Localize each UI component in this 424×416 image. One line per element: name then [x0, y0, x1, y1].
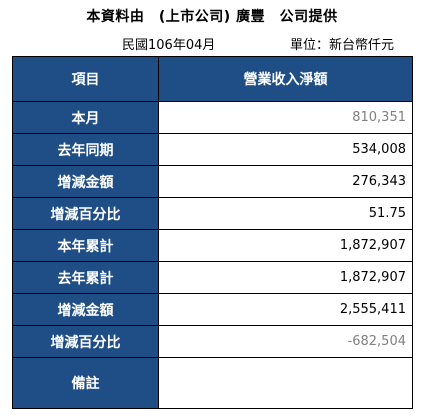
- row-label: 增減百分比: [12, 197, 159, 230]
- table-header-row: 項目 營業收入淨額: [12, 56, 413, 102]
- row-value: -682,504: [158, 325, 413, 358]
- table-row-remarks: 備註: [12, 357, 413, 409]
- report-period: 民國106年04月: [122, 38, 216, 53]
- row-value: 1,872,907: [158, 229, 413, 262]
- row-value: 2,555,411: [158, 293, 413, 326]
- row-label: 本月: [12, 101, 159, 134]
- currency-unit: 單位：新台幣仟元: [290, 38, 395, 53]
- row-value: 810,351: [158, 101, 413, 134]
- report-title: 本資料由 (上市公司) 廣豐 公司提供: [86, 9, 338, 25]
- row-label: 增減金額: [12, 165, 159, 198]
- row-label: 去年累計: [12, 261, 159, 294]
- row-label: 增減金額: [12, 293, 159, 326]
- remarks-label: 備註: [12, 357, 159, 409]
- table-row: 去年累計 1,872,907: [12, 261, 413, 294]
- table-row: 增減百分比 -682,504: [12, 325, 413, 358]
- table-row: 增減百分比 51.75: [12, 197, 413, 230]
- row-label: 本年累計: [12, 229, 159, 262]
- remarks-value: [158, 357, 413, 409]
- report-subheader: 民國106年04月 單位：新台幣仟元: [0, 30, 424, 53]
- table-row: 增減金額 2,555,411: [12, 293, 413, 326]
- column-header-revenue: 營業收入淨額: [158, 56, 413, 102]
- table-row: 增減金額 276,343: [12, 165, 413, 198]
- row-label: 增減百分比: [12, 325, 159, 358]
- row-value: 51.75: [158, 197, 413, 230]
- row-label: 去年同期: [12, 133, 159, 166]
- column-header-item: 項目: [12, 56, 159, 102]
- table-row: 本月 810,351: [12, 101, 413, 134]
- row-value: 276,343: [158, 165, 413, 198]
- table-row: 去年同期 534,008: [12, 133, 413, 166]
- table-row: 本年累計 1,872,907: [12, 229, 413, 262]
- row-value: 1,872,907: [158, 261, 413, 294]
- row-value: 534,008: [158, 133, 413, 166]
- revenue-table: 項目 營業收入淨額 本月 810,351 去年同期 534,008 增減金額 2…: [12, 56, 413, 409]
